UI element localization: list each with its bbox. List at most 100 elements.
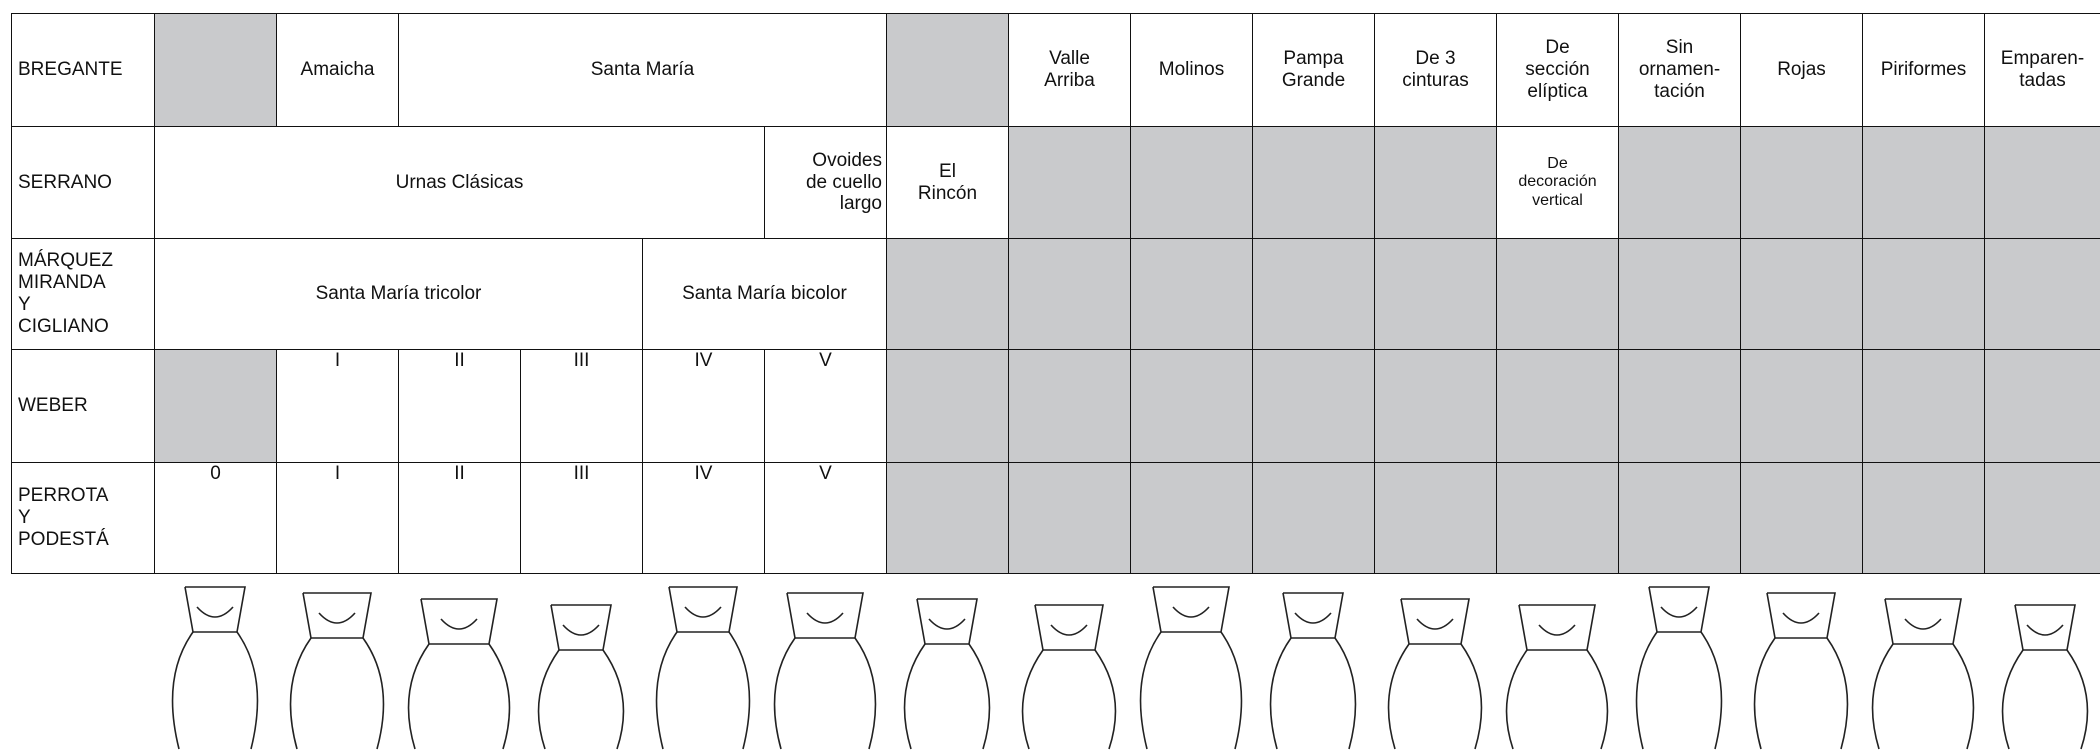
- empty-cell: [1740, 238, 1863, 350]
- empty-cell: [1740, 349, 1863, 463]
- urn-drawing: [655, 586, 751, 750]
- empty-cell: [1252, 462, 1375, 574]
- cell: De decoración vertical: [1496, 126, 1619, 239]
- urn-drawing: [1538, 624, 1576, 636]
- empty-cell: [1984, 462, 2100, 574]
- cell: Emparen- tadas: [1984, 13, 2100, 127]
- urn-drawing: [806, 612, 844, 624]
- urn-drawing: [537, 604, 625, 750]
- cell: Santa María: [398, 13, 887, 127]
- urn-drawing: [1871, 598, 1975, 750]
- author-label: PERROTA Y PODESTÁ: [11, 462, 155, 574]
- urn-drawing: [407, 598, 511, 750]
- cell: V: [764, 349, 887, 463]
- empty-cell: [886, 349, 1009, 463]
- author-label: MÁRQUEZ MIRANDA Y CIGLIANO: [11, 238, 155, 350]
- row: SERRANO Urnas Clásicas Ovoides de cuello…: [11, 126, 2100, 239]
- urn-drawing: [1416, 618, 1454, 630]
- empty-cell: [1862, 238, 1985, 350]
- cell: Rojas: [1740, 13, 1863, 127]
- empty-cell: [1008, 238, 1131, 350]
- urn-drawing: [562, 624, 600, 636]
- empty-cell: [154, 349, 277, 463]
- empty-cell: [1130, 238, 1253, 350]
- author-label: SERRANO: [11, 126, 155, 239]
- row: WEBER I II III IV V: [11, 349, 2100, 463]
- urn-drawing: [684, 606, 722, 618]
- empty-cell: [1496, 349, 1619, 463]
- cell: II: [398, 462, 521, 574]
- urn-drawing: [318, 612, 356, 624]
- urn-drawing: [1660, 606, 1698, 618]
- empty-cell: [1984, 349, 2100, 463]
- cell: IV: [642, 349, 765, 463]
- urn-drawing: [1505, 604, 1609, 750]
- empty-cell: [1374, 238, 1497, 350]
- urn-drawing: [289, 592, 385, 750]
- cell: De 3 cinturas: [1374, 13, 1497, 127]
- empty-cell: [1252, 238, 1375, 350]
- urn-drawing: [1904, 618, 1942, 630]
- empty-cell: [1374, 349, 1497, 463]
- urn-drawing: [903, 598, 991, 750]
- urn-drawing: [440, 618, 478, 630]
- author-label: WEBER: [11, 349, 155, 463]
- empty-cell: [1984, 238, 2100, 350]
- empty-cell: [1740, 462, 1863, 574]
- empty-cell: [1618, 126, 1741, 239]
- empty-cell: [1618, 349, 1741, 463]
- cell: Molinos: [1130, 13, 1253, 127]
- urn-drawing: [2001, 604, 2089, 750]
- urn-drawing: [1050, 624, 1088, 636]
- author-label: BREGANTE: [11, 13, 155, 127]
- empty-cell: [1862, 349, 1985, 463]
- empty-cell: [1252, 349, 1375, 463]
- urn-drawing: [1172, 606, 1210, 618]
- urn-drawing: [1294, 612, 1332, 624]
- cell: Piriformes: [1862, 13, 1985, 127]
- urn-drawing: [1021, 604, 1117, 750]
- empty-cell: [1740, 126, 1863, 239]
- empty-cell: [886, 238, 1009, 350]
- cell: III: [520, 462, 643, 574]
- urn-drawing: [928, 618, 966, 630]
- empty-cell: [1984, 126, 2100, 239]
- empty-cell: [1008, 126, 1131, 239]
- cell: IV: [642, 462, 765, 574]
- cell: V: [764, 462, 887, 574]
- urn-drawing: [171, 586, 259, 750]
- classification-table: BREGANTE Amaicha Santa María Valle Arrib…: [11, 13, 2100, 574]
- cell: El Rincón: [886, 126, 1009, 239]
- cell: Santa María tricolor: [154, 238, 643, 350]
- cell: Amaicha: [276, 13, 399, 127]
- empty-cell: [1862, 462, 1985, 574]
- empty-cell: [1618, 462, 1741, 574]
- urn-drawing: [1753, 592, 1849, 750]
- urn-drawing: [1635, 586, 1723, 750]
- cell: De sección elíptica: [1496, 13, 1619, 127]
- cell: Santa María bicolor: [642, 238, 887, 350]
- cell: 0: [154, 462, 277, 574]
- empty-cell: [1252, 126, 1375, 239]
- empty-cell: [1008, 349, 1131, 463]
- urn-drawing: [2026, 624, 2064, 636]
- urn-drawing: [1387, 598, 1483, 750]
- cell: I: [276, 349, 399, 463]
- empty-cell: [1862, 126, 1985, 239]
- empty-cell: [1130, 126, 1253, 239]
- empty-cell: [1008, 462, 1131, 574]
- urn-drawing: [1269, 592, 1357, 750]
- cell: I: [276, 462, 399, 574]
- empty-cell: [1130, 462, 1253, 574]
- empty-cell: [1496, 238, 1619, 350]
- cell: Ovoides de cuello largo: [764, 126, 887, 239]
- urn-drawing: [1139, 586, 1243, 750]
- empty-cell: [1130, 349, 1253, 463]
- urn-drawing: [773, 592, 877, 750]
- cell: III: [520, 349, 643, 463]
- cell: Valle Arriba: [1008, 13, 1131, 127]
- empty-cell: [1374, 462, 1497, 574]
- empty-cell: [154, 13, 277, 127]
- empty-cell: [1496, 462, 1619, 574]
